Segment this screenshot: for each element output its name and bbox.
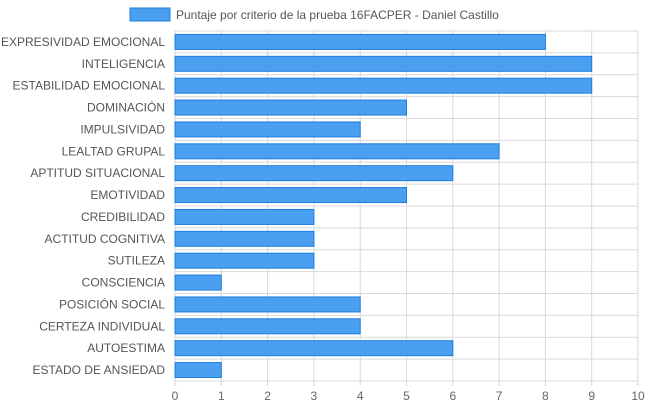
- category-label: CERTEZA INDIVIDUAL: [39, 319, 165, 333]
- category-label: ESTADO DE ANSIEDAD: [33, 363, 166, 377]
- x-tick-label: 2: [264, 389, 271, 403]
- category-label: AUTOESTIMA: [87, 341, 165, 355]
- bar[interactable]: [174, 165, 454, 182]
- category-label: DOMINACIÓN: [87, 100, 165, 115]
- bar[interactable]: [174, 362, 222, 379]
- category-label: ACTITUD COGNITIVA: [45, 232, 165, 246]
- bar[interactable]: [174, 296, 361, 313]
- bar[interactable]: [174, 252, 315, 269]
- category-label: CREDIBILIDAD: [81, 210, 165, 224]
- bar[interactable]: [174, 33, 546, 50]
- category-label: IMPULSIVIDAD: [80, 122, 165, 136]
- category-label: INTELIGENCIA: [82, 57, 165, 71]
- bar[interactable]: [174, 143, 500, 160]
- x-tick-label: 8: [542, 389, 549, 403]
- category-label: ESTABILIDAD EMOCIONAL: [13, 79, 166, 93]
- x-tick-label: 0: [172, 389, 179, 403]
- x-tick-label: 7: [496, 389, 503, 403]
- bar[interactable]: [174, 340, 454, 357]
- legend[interactable]: Puntaje por criterio de la prueba 16FACP…: [129, 7, 499, 22]
- legend-swatch: [129, 7, 171, 22]
- bar[interactable]: [174, 99, 407, 116]
- x-tick-label: 10: [631, 389, 645, 403]
- bar[interactable]: [174, 318, 361, 335]
- gridlines: [174, 30, 639, 386]
- x-tick-label: 6: [449, 389, 456, 403]
- bars: [174, 33, 593, 379]
- bar[interactable]: [174, 274, 222, 291]
- x-tick-label: 4: [357, 389, 364, 403]
- bar[interactable]: [174, 208, 315, 225]
- x-tick-label: 9: [588, 389, 595, 403]
- category-label: POSICIÓN SOCIAL: [59, 296, 165, 311]
- x-tick-label: 3: [311, 389, 318, 403]
- bar[interactable]: [174, 77, 593, 94]
- category-label: CONSCIENCIA: [82, 276, 165, 290]
- legend-label: Puntaje por criterio de la prueba 16FACP…: [176, 8, 499, 22]
- x-tick-label: 5: [403, 389, 410, 403]
- bar[interactable]: [174, 187, 407, 204]
- category-label: SUTILEZA: [108, 254, 165, 268]
- category-label: LEALTAD GRUPAL: [62, 144, 166, 158]
- category-label: EXPRESIVIDAD EMOCIONAL: [1, 35, 165, 49]
- category-labels: EXPRESIVIDAD EMOCIONAL INTELIGENCIA ESTABI…: [1, 35, 165, 377]
- x-axis-tick-labels: 0 1 2 3 4 5 6 7 8 9 10: [172, 389, 645, 403]
- x-tick-label: 1: [218, 389, 225, 403]
- bar[interactable]: [174, 55, 593, 72]
- bar[interactable]: [174, 121, 361, 138]
- bar[interactable]: [174, 230, 315, 247]
- category-label: EMOTIVIDAD: [90, 188, 165, 202]
- category-label: APTITUD SITUACIONAL: [30, 166, 165, 180]
